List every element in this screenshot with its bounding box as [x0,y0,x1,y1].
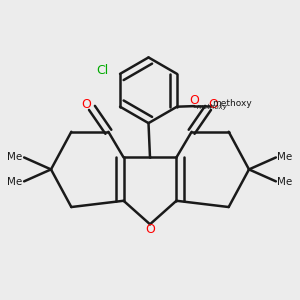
Text: Me: Me [278,177,292,187]
Text: O: O [208,98,218,111]
Text: O: O [189,94,199,107]
Text: O: O [82,98,92,111]
Text: methoxy: methoxy [212,99,252,108]
Text: O: O [145,223,155,236]
Text: Cl: Cl [97,64,109,77]
Text: Me: Me [278,152,292,162]
Text: Me: Me [8,152,22,162]
Text: methoxy: methoxy [197,103,227,110]
Text: Me: Me [8,177,22,187]
